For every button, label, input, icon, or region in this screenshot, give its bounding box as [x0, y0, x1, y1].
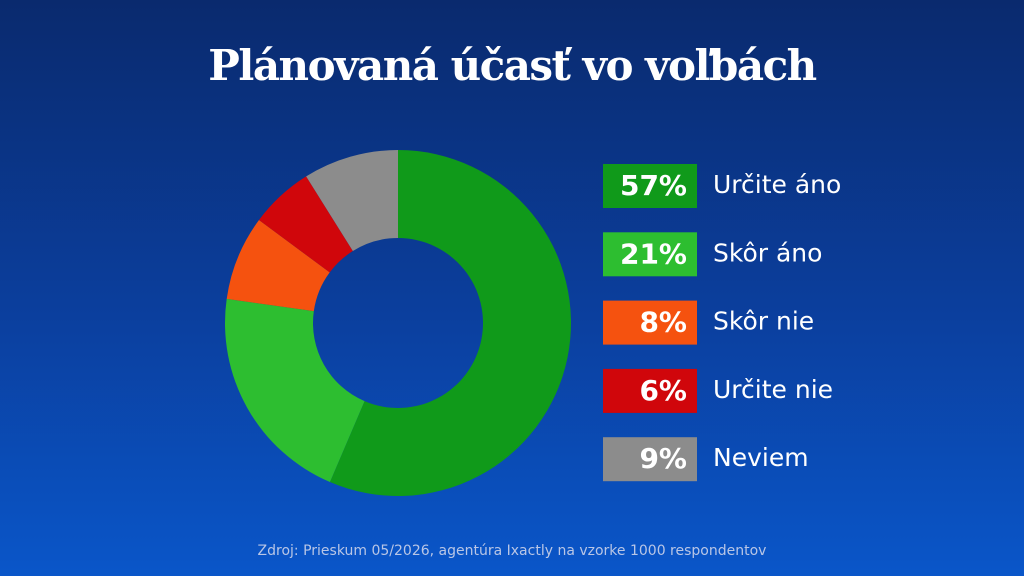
- legend-swatch: [603, 300, 697, 345]
- value-label: 6%: [639, 374, 687, 407]
- value-label: 9%: [639, 442, 687, 475]
- chart-title: Plánovaná účasť vo voľbách: [208, 41, 816, 90]
- legend-label: Skôr nie: [713, 307, 814, 336]
- source-note: Zdroj: Prieskum 05/2026, agentúra Ixactl…: [258, 543, 767, 559]
- legend-label: Určite áno: [713, 170, 841, 199]
- legend-swatch: [603, 164, 697, 208]
- value-label: 21%: [620, 237, 687, 270]
- value-label: 57%: [620, 169, 687, 202]
- donut-segment: [224, 298, 365, 483]
- legend-label: Určite nie: [713, 375, 833, 404]
- value-label: 8%: [639, 306, 687, 339]
- legend-label: Skôr áno: [713, 238, 822, 267]
- legend-swatch: [603, 368, 697, 413]
- donut-segment: [258, 176, 353, 273]
- donut-segment: [306, 150, 398, 251]
- legend-label: Neviem: [713, 443, 809, 472]
- legend-swatch: [603, 232, 697, 277]
- donut-segment: [329, 150, 572, 496]
- legend-swatch: [603, 437, 697, 482]
- donut-segment: [226, 220, 330, 312]
